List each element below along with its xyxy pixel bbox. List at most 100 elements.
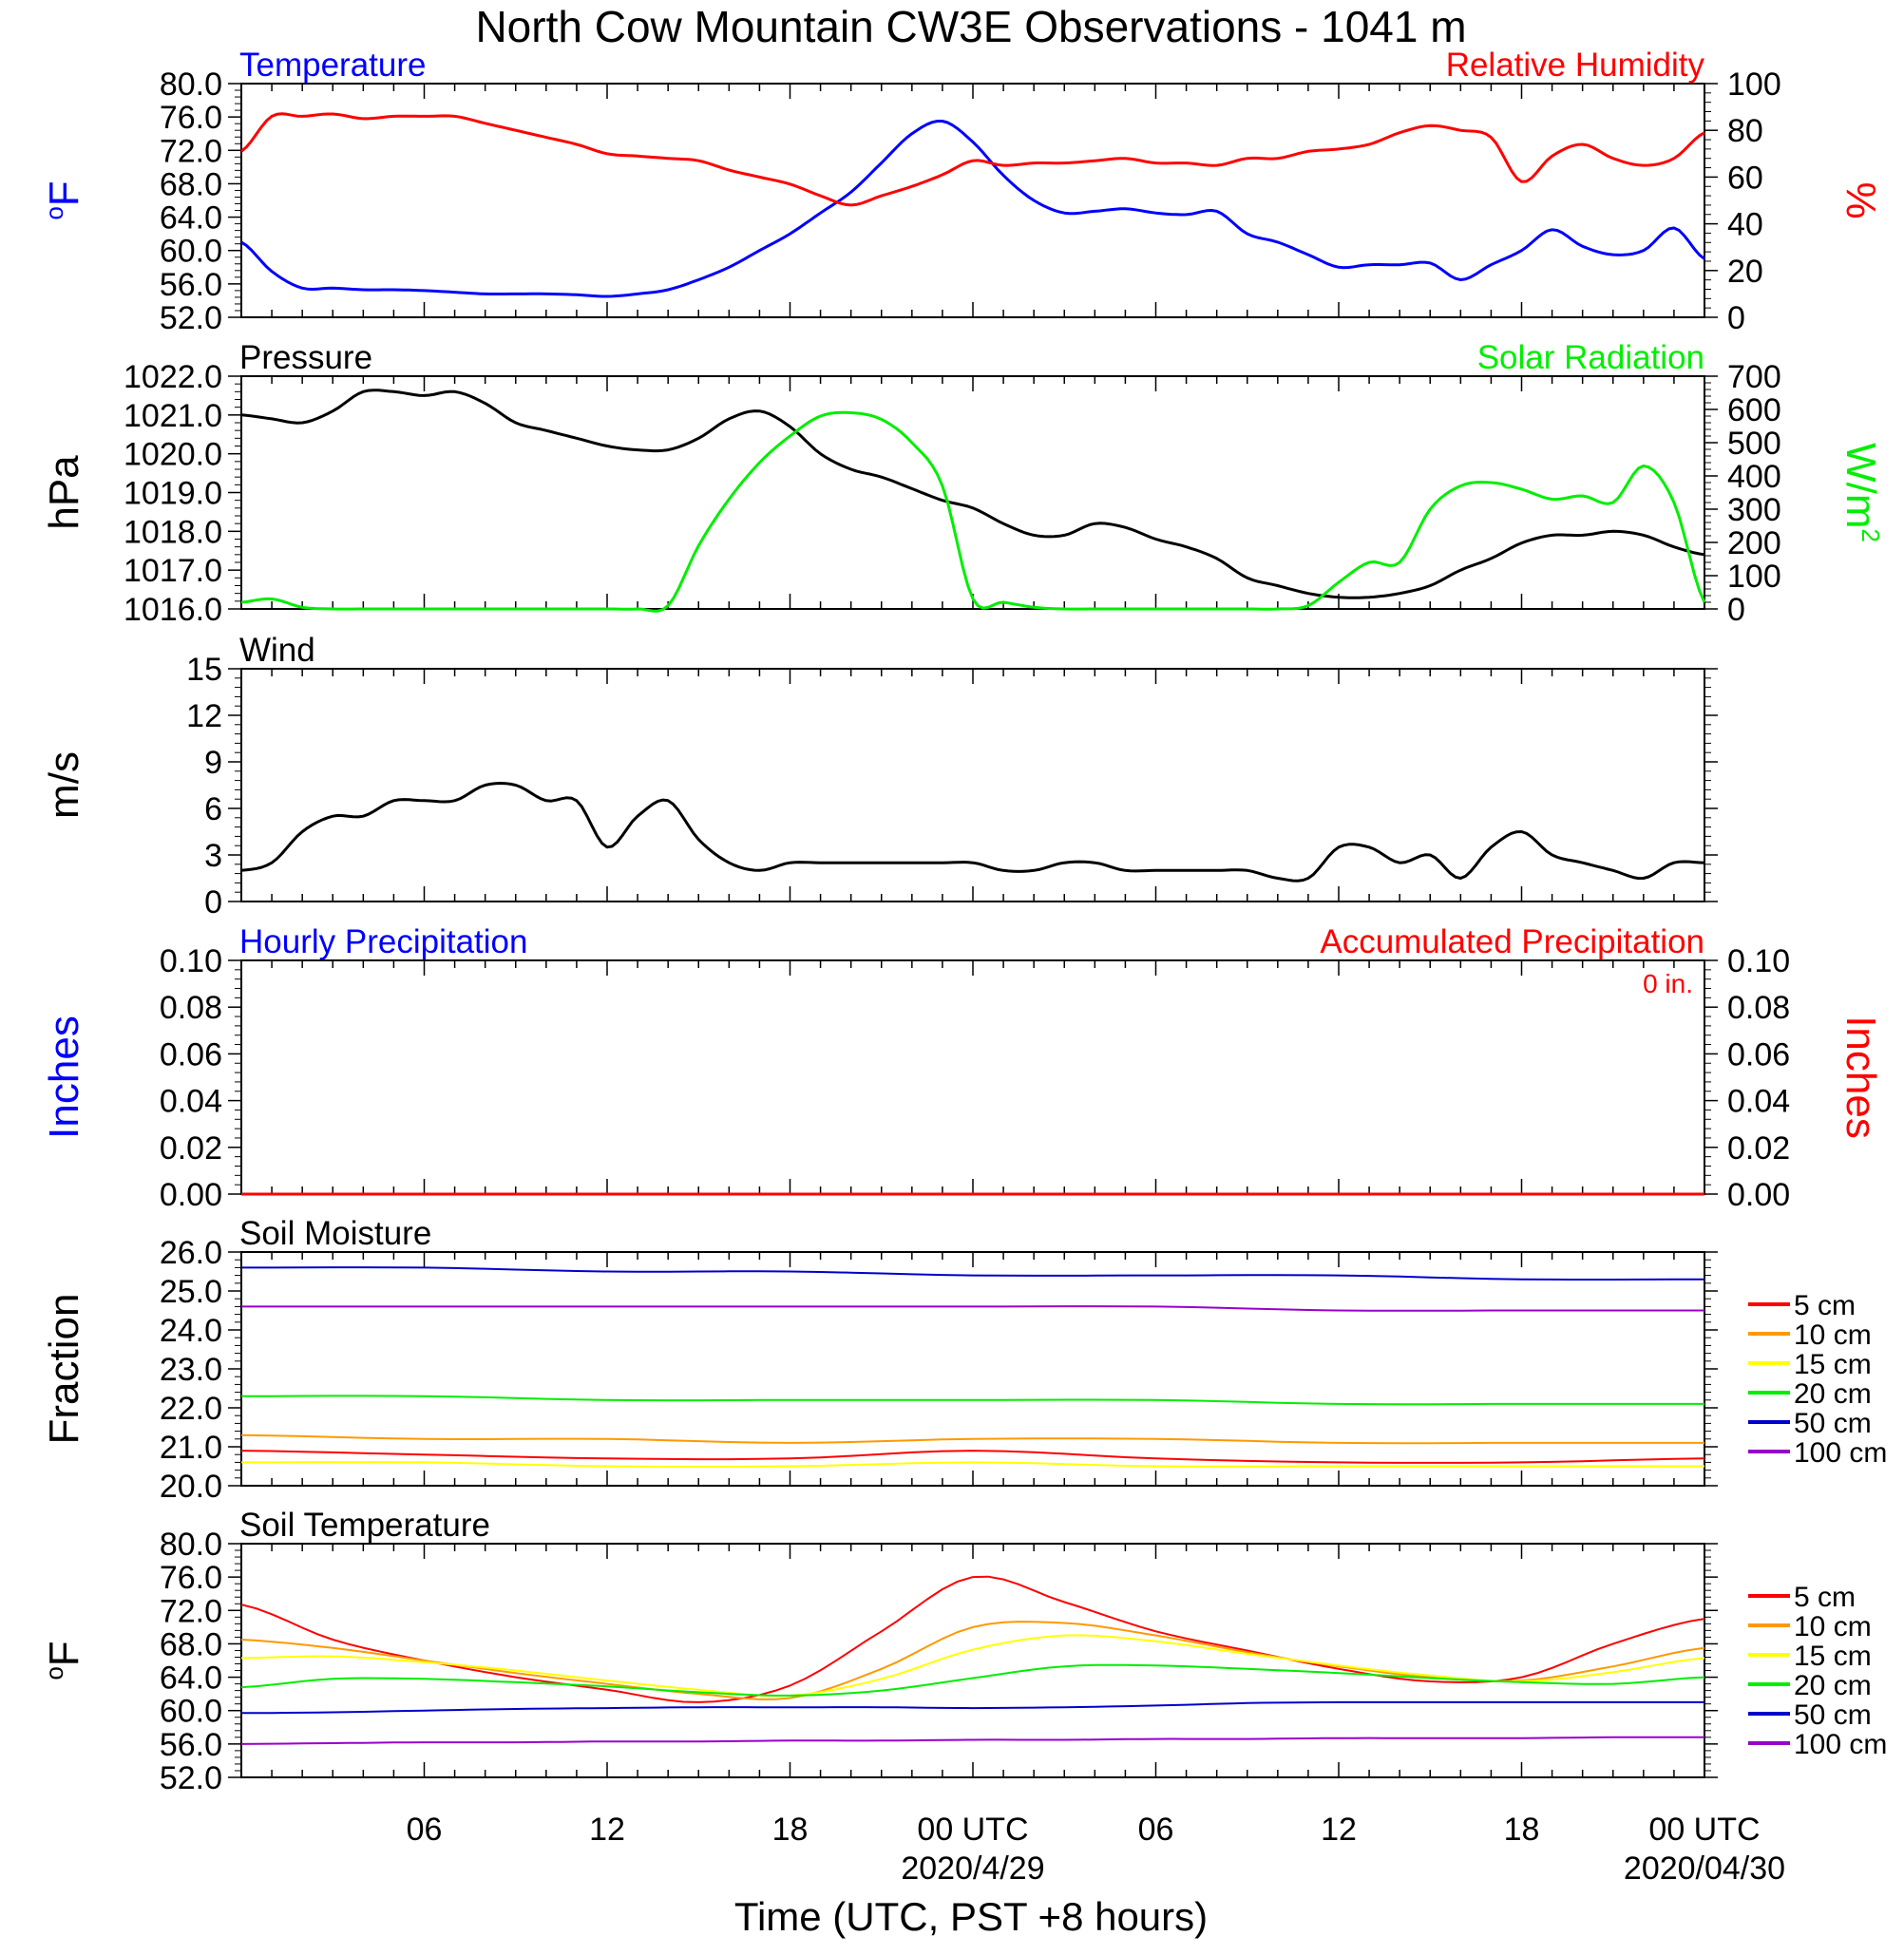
y-right-tick-label: 40 [1727,207,1763,243]
y-tick-label: 56.0 [160,267,222,303]
y-tick-label: 6 [204,791,222,827]
series-line-soil-moisture-1 [240,1433,1704,1445]
panel-title-right: Accumulated Precipitation [1320,923,1704,960]
series-line-soil-temperature-4 [241,1700,1704,1715]
y-tick-label: 1017.0 [124,553,222,589]
y-right-tick-label: 200 [1727,525,1781,561]
y-right-tick-label: 100 [1727,66,1781,103]
y-right-tick-label: 300 [1727,492,1781,528]
y-axis-label: hPa [41,455,87,530]
degree-sign: o [40,206,68,219]
y-tick-label: 23.0 [160,1352,222,1388]
y-tick-label: 0.06 [160,1036,222,1072]
y-tick-label: 76.0 [160,100,222,136]
y-tick-label: 24.0 [160,1313,222,1349]
legend-label: 100 cm [1794,1437,1887,1469]
y-tick-label: 1016.0 [124,592,222,628]
y-tick-label: 0.04 [160,1084,222,1120]
legend-label: 20 cm [1794,1670,1872,1701]
y-tick-label: 22.0 [160,1391,222,1427]
series-line-soil-temperature-1 [240,1621,1705,1700]
y-right-tick-label: 0.06 [1727,1036,1790,1072]
series-line-temperature-humidity-1 [240,112,1705,207]
legend-label: 50 cm [1794,1408,1872,1439]
panel-title-right: Relative Humidity [1446,47,1705,84]
y-tick-label: 12 [186,698,222,734]
legend-label: 15 cm [1794,1349,1872,1380]
y-tick-label: 56.0 [160,1727,222,1763]
x-tick-label: 18 [1504,1812,1540,1848]
y-right-tick-label: 0.02 [1727,1130,1790,1167]
y-tick-label: 68.0 [160,1626,222,1662]
y-tick-label: 0 [204,884,222,921]
y-tick-label: 0.02 [160,1130,222,1167]
y-tick-label: 1022.0 [124,359,222,395]
y-axis-label-right: W/m2 [1837,443,1885,542]
y-tick-label: 76.0 [160,1560,222,1596]
y-right-tick-label: 700 [1727,359,1781,395]
y-right-tick-label: 20 [1727,254,1763,290]
panel-title-left: Soil Temperature [239,1507,490,1544]
series-line-soil-moisture-0 [240,1450,1705,1464]
legend-label: 5 cm [1794,1582,1856,1613]
y-tick-label: 1020.0 [124,437,222,473]
y-axis-label: m/s [41,751,87,819]
y-right-tick-label: 100 [1727,559,1781,595]
y-axis-label-right: % [1837,181,1884,218]
y-right-tick-label: 0.04 [1727,1084,1790,1120]
y-tick-label: 52.0 [160,1760,222,1796]
degree-sign: o [40,1666,68,1680]
x-tick-label: 00 UTC [1648,1812,1760,1848]
y-tick-label: 1019.0 [124,476,222,512]
y-tick-label: 15 [186,652,222,688]
y-tick-label: 21.0 [160,1430,222,1466]
y-tick-label: 0.10 [160,943,222,979]
x-tick-label: 06 [407,1812,443,1848]
y-axis-label: Fraction [41,1294,87,1445]
y-tick-label: 72.0 [160,1593,222,1629]
unit-letter: F [41,180,87,206]
panel-title-left: Hourly Precipitation [239,923,527,960]
legend-label: 5 cm [1794,1290,1856,1321]
x-tick-label: 06 [1138,1812,1174,1848]
chart-title: North Cow Mountain CW3E Observations - 1… [475,2,1466,51]
y-tick-label: 60.0 [160,1694,222,1730]
y-tick-label: 68.0 [160,166,222,202]
y-tick-label: 26.0 [160,1235,222,1271]
series-line-soil-moisture-5 [241,1305,1704,1312]
series-line-soil-temperature-2 [240,1634,1705,1698]
series-line-wind-0 [240,782,1705,883]
y-axis-label: oF [40,180,87,219]
legend-label: 10 cm [1794,1319,1872,1351]
y-tick-label: 64.0 [160,1661,222,1697]
x-tick-label: 12 [589,1812,625,1848]
unit-letter: F [41,1641,87,1666]
series-line-soil-temperature-0 [240,1575,1705,1703]
legend-label: 10 cm [1794,1611,1872,1642]
y-right-tick-label: 600 [1727,392,1781,428]
unit-superscript: 2 [1856,528,1885,541]
x-date-label: 2020/04/30 [1624,1851,1785,1887]
y-tick-label: 80.0 [160,66,222,103]
y-axis-label: oF [40,1641,87,1680]
legend-label: 15 cm [1794,1641,1872,1672]
y-tick-label: 9 [204,745,222,781]
series-line-temperature-humidity-0 [240,120,1705,298]
y-tick-label: 80.0 [160,1527,222,1563]
plot-frame-wind [240,668,1705,902]
x-axis-label: Time (UTC, PST +8 hours) [734,1894,1208,1939]
y-axis-label: Inches [41,1015,87,1139]
y-tick-label: 0.00 [160,1177,222,1213]
series-line-soil-moisture-2 [241,1461,1704,1468]
y-right-tick-label: 80 [1727,113,1763,149]
plot-frame-precipitation [240,959,1705,1195]
y-tick-label: 60.0 [160,234,222,270]
legend-label: 50 cm [1794,1699,1872,1731]
panel-title-right: Solar Radiation [1477,339,1704,376]
y-right-tick-label: 60 [1727,160,1763,196]
series-line-pressure-solar-0 [240,389,1705,599]
x-tick-label: 12 [1321,1812,1357,1848]
y-tick-label: 3 [204,838,222,874]
legend-label: 100 cm [1794,1729,1887,1760]
